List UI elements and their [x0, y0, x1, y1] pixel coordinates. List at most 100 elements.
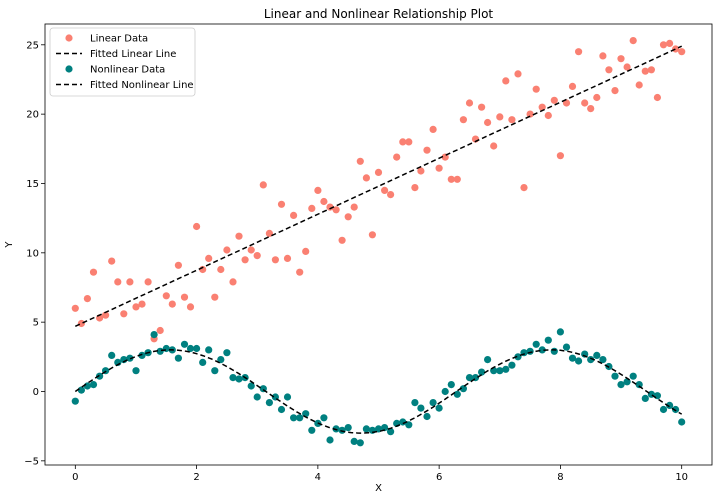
linear-data-point [180, 293, 189, 301]
nonlinear-data-point [199, 358, 207, 366]
linear-data-point [308, 204, 316, 212]
nonlinear-data-point [496, 367, 504, 375]
legend-label-linear-data: Linear Data [90, 34, 148, 45]
linear-data-point [320, 197, 328, 206]
x-tick-label: 6 [436, 472, 442, 483]
y-tick-label: 10 [26, 248, 39, 259]
y-tick-label: 5 [33, 318, 39, 329]
y-tick-label: 25 [26, 40, 39, 51]
nonlinear-data-point [399, 418, 407, 426]
nonlinear-data-point [229, 374, 237, 382]
nonlinear-data-point [678, 418, 686, 426]
linear-data-point [478, 103, 486, 111]
linear-data-point [526, 110, 534, 118]
linear-data-point [314, 186, 322, 194]
nonlinear-data-point [659, 405, 668, 414]
nonlinear-data-point [96, 372, 104, 380]
linear-data-point [393, 153, 401, 161]
nonlinear-data-point [108, 351, 116, 359]
nonlinear-data-point [544, 336, 552, 344]
x-tick-label: 4 [315, 472, 321, 483]
linear-data-point [423, 146, 431, 154]
linear-data-point [368, 231, 376, 239]
nonlinear-data-point [89, 381, 98, 389]
linear-data-point [581, 99, 589, 107]
nonlinear-data-point [217, 356, 225, 364]
linear-data-point [326, 203, 334, 211]
linear-data-point [635, 81, 643, 89]
linear-data-point [387, 191, 395, 199]
plot-frame [44, 23, 713, 466]
plot-area [71, 37, 686, 447]
nonlinear-data-point [296, 414, 304, 422]
linear-data-point [435, 164, 443, 172]
linear-data-point [356, 157, 364, 165]
legend: Linear Data Fitted Linear Line Nonlinear D… [49, 27, 196, 97]
y-tick-label: 20 [26, 110, 39, 121]
nonlinear-data-point [283, 393, 292, 401]
linear-data-point [193, 222, 201, 231]
linear-data-point [417, 167, 425, 175]
linear-data-point [550, 96, 558, 104]
linear-data-point [223, 246, 231, 254]
linear-data-point [575, 48, 583, 56]
nonlinear-data-point [429, 399, 437, 407]
nonlinear-data-point [186, 344, 195, 353]
linear-data-point [277, 200, 286, 208]
linear-data-point [405, 138, 413, 146]
nonlinear-data-point [423, 412, 431, 421]
nonlinear-data-point [290, 414, 298, 422]
linear-data-point [114, 278, 122, 286]
nonlinear-data-point [405, 421, 413, 429]
linear-data-point [174, 261, 182, 269]
linear-data-point [126, 278, 134, 286]
linear-data-point [514, 70, 522, 78]
linear-data-point [562, 99, 571, 107]
axes: 0 2 4 6 8 10 −5 0 5 10 15 20 25 [24, 23, 713, 483]
nonlinear-data-point [599, 356, 607, 364]
nonlinear-data-point [126, 354, 134, 362]
linear-data-point [350, 203, 358, 211]
linear-data-point [168, 300, 176, 308]
linear-data-point [144, 278, 152, 286]
chart-title: Linear and Nonlinear Relationship Plot [264, 7, 494, 21]
linear-data-point [647, 66, 656, 74]
linear-data-point [77, 319, 85, 328]
linear-data-point [429, 125, 437, 133]
linear-data-point [247, 246, 255, 254]
nonlinear-data-point [138, 351, 146, 359]
nonlinear-data-point [502, 365, 510, 373]
linear-data-point [108, 257, 116, 265]
nonlinear-data-point [617, 381, 625, 389]
linear-data-point [241, 256, 249, 264]
linear-data-point [290, 211, 298, 219]
y-axis-label: Y [4, 241, 15, 249]
legend-label-fitted-nonlinear-line: Fitted Nonlinear Line [90, 80, 194, 91]
nonlinear-data-point [562, 343, 571, 351]
nonlinear-data-point [362, 425, 370, 433]
x-tick-label: 2 [193, 472, 199, 483]
linear-data-point [156, 326, 164, 335]
nonlinear-data-point [441, 387, 449, 396]
nonlinear-data-point [350, 437, 358, 445]
nonlinear-data-point [568, 354, 577, 362]
nonlinear-data-point [356, 439, 364, 447]
linear-data-point [381, 186, 389, 194]
nonlinear-data-point [417, 404, 425, 412]
linear-data-point [459, 116, 467, 124]
nonlinear-data-point [77, 386, 85, 394]
linear-data-point [399, 138, 407, 146]
linear-data-point [465, 99, 474, 107]
linear-data-point [374, 168, 383, 176]
nonlinear-data-point [308, 426, 316, 434]
nonlinear-data-point [484, 356, 492, 364]
nonlinear-data-point [593, 351, 601, 359]
linear-data-point [532, 85, 540, 93]
linear-data-point [611, 87, 619, 95]
nonlinear-data-point [211, 367, 219, 375]
nonlinear-data-point [180, 340, 189, 348]
nonlinear-data-point [550, 347, 558, 355]
nonlinear-data-point [641, 394, 649, 402]
nonlinear-data-series [71, 328, 686, 447]
nonlinear-data-point [223, 349, 231, 357]
